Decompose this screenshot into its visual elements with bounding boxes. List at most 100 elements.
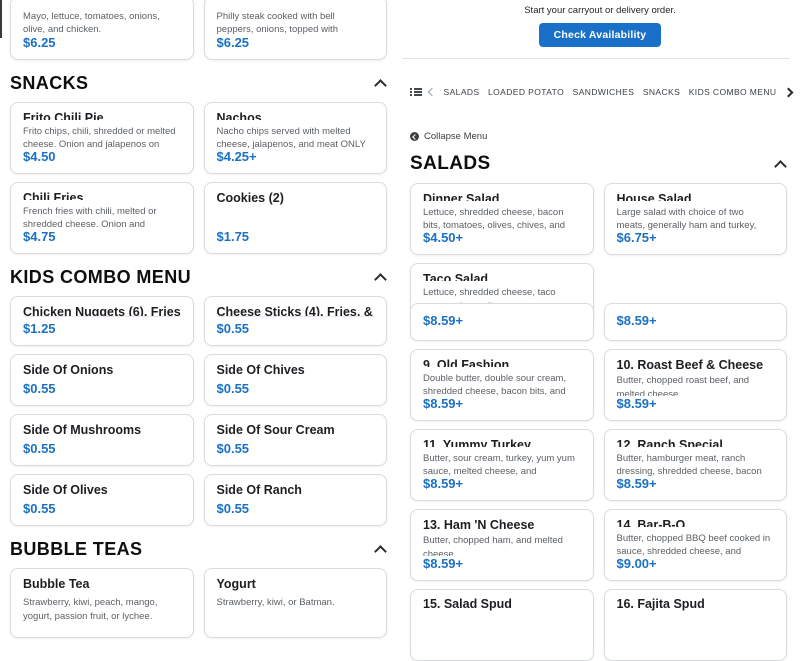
item-price: $0.55 <box>216 501 250 516</box>
item-price: $0.55 <box>216 321 250 336</box>
item-price: $4.75 <box>23 229 56 244</box>
menu-list-icon[interactable] <box>410 88 422 97</box>
menu-item-card[interactable]: Chicken Nuggets (6), Fries, &... $1.25 <box>10 296 194 346</box>
section-title: SALADS <box>410 153 491 174</box>
menu-item-card[interactable]: Mayo, lettuce, tomatoes, onions, olive, … <box>10 0 194 60</box>
menu-item-card[interactable]: 9. Old Fashion Double butter, double sou… <box>410 349 594 421</box>
nav-left-controls <box>410 87 437 97</box>
nav-tab-sandwiches[interactable]: SANDWICHES <box>572 87 635 97</box>
menu-item-card[interactable]: Philly steak cooked with bell peppers, o… <box>203 0 387 60</box>
menu-item-card[interactable]: 13. Ham 'N Cheese Butter, chopped ham, a… <box>410 509 594 581</box>
scrollbar-thumb[interactable] <box>0 0 2 38</box>
menu-item-card[interactable]: Side Of Olives $0.55 <box>10 474 194 526</box>
item-price: $0.55 <box>23 441 56 456</box>
item-price: $6.75+ <box>616 230 657 245</box>
menu-item-card[interactable]: Yogurt Strawberry, kiwi, or Batman. <box>203 568 387 638</box>
section-header-bubble-teas: BUBBLE TEAS <box>10 539 387 560</box>
menu-item-card-price-only[interactable]: $8.59+ <box>410 303 594 341</box>
item-price: $8.59+ <box>423 313 464 328</box>
item-title: 15. Salad Spud <box>423 597 512 611</box>
item-title: Dinner Salad <box>423 192 500 201</box>
section-header-kids-combo: KIDS COMBO MENU <box>10 267 387 288</box>
menu-item-card[interactable]: Side Of Sour Cream $0.55 <box>203 414 387 466</box>
menu-item-card[interactable]: 10. Roast Beef & Cheese Butter, chopped … <box>603 349 787 421</box>
menu-item-card[interactable]: 11. Yummy Turkey Butter, sour cream, tur… <box>410 429 594 501</box>
item-title: Side Of Mushrooms <box>23 423 142 437</box>
item-description: Strawberry, kiwi, peach, mango, yogurt, … <box>23 597 158 622</box>
item-title: 10. Roast Beef & Cheese <box>616 358 764 370</box>
item-title: 12. Ranch Special <box>616 438 723 447</box>
divider <box>402 58 790 59</box>
collapse-menu-toggle[interactable]: Collapse Menu <box>410 131 800 142</box>
nav-tab-salads[interactable]: SALADS <box>443 87 480 97</box>
item-price: $8.59+ <box>423 556 464 571</box>
menu-item-card[interactable]: Side Of Onions $0.55 <box>10 354 194 406</box>
item-title: 11. Yummy Turkey <box>423 438 531 447</box>
menu-item-card[interactable]: Frito Chili Pie Frito chips, chili, shre… <box>10 102 194 174</box>
item-price: $0.55 <box>216 441 250 456</box>
salads-overlap-row: Taco Salad Lettuce, shredded cheese, tac… <box>410 263 787 341</box>
chevron-up-icon[interactable] <box>374 273 387 286</box>
item-title: Chili Fries <box>23 191 84 200</box>
nav-tab-kids-combo-menu[interactable]: KIDS COMBO MENU <box>688 87 777 97</box>
item-title: Cheese Sticks (4), Fries, & Apple... <box>216 305 374 317</box>
item-price: $0.55 <box>23 381 56 396</box>
menu-item-card-price-only[interactable]: $8.59+ <box>603 303 787 341</box>
menu-item-card[interactable]: Nachos Nacho chips served with melted ch… <box>203 102 387 174</box>
section-header-snacks: SNACKS <box>10 73 387 94</box>
nav-tab-snacks[interactable]: SNACKS <box>642 87 681 97</box>
sandwiches-partial-row: Mayo, lettuce, tomatoes, onions, olive, … <box>10 0 387 60</box>
chevron-up-icon[interactable] <box>374 545 387 558</box>
item-price: $1.75 <box>216 229 250 244</box>
nav-prev-icon[interactable] <box>427 87 437 97</box>
item-price: $4.50 <box>23 149 56 164</box>
kids-combo-row: Side Of Olives $0.55 Side Of Ranch $0.55 <box>10 474 387 526</box>
item-price: $4.50+ <box>423 230 464 245</box>
collapse-menu-label: Collapse Menu <box>424 131 488 142</box>
overlap-cell: $8.59+ <box>603 263 787 341</box>
item-description: Nacho chips served with melted cheese, j… <box>216 125 366 149</box>
menu-item-card[interactable]: Cookies (2) $1.75 <box>203 182 387 254</box>
chevron-up-icon[interactable] <box>774 159 787 173</box>
overlap-cell: Taco Salad Lettuce, shredded cheese, tac… <box>410 263 594 341</box>
item-title: House Salad <box>616 192 692 201</box>
menu-item-card[interactable]: Side Of Ranch $0.55 <box>203 474 387 526</box>
menu-item-card[interactable]: Bubble Tea Strawberry, kiwi, peach, mang… <box>10 568 194 638</box>
kids-combo-row: Side Of Onions $0.55 Side Of Chives $0.5… <box>10 354 387 406</box>
menu-item-card[interactable]: Side Of Chives $0.55 <box>203 354 387 406</box>
item-description: Butter, chopped roast beef, and melted c… <box>616 375 750 396</box>
salads-row: 11. Yummy Turkey Butter, sour cream, tur… <box>410 429 787 501</box>
nav-tab-loaded-potato[interactable]: LOADED POTATO <box>488 87 565 97</box>
menu-item-card[interactable]: House Salad Large salad with choice of t… <box>603 183 787 255</box>
item-description: Mayo, lettuce, tomatoes, onions, olive, … <box>23 11 160 35</box>
order-prompt-text: Start your carryout or delivery order. <box>524 5 676 16</box>
menu-item-card[interactable]: Cheese Sticks (4), Fries, & Apple... $0.… <box>203 296 387 346</box>
salads-row: 9. Old Fashion Double butter, double sou… <box>410 349 787 421</box>
bubble-teas-row: Bubble Tea Strawberry, kiwi, peach, mang… <box>10 568 387 638</box>
menu-item-card[interactable]: Side Of Mushrooms $0.55 <box>10 414 194 466</box>
menu-category-nav: SALADS LOADED POTATO SANDWICHES SNACKS K… <box>410 84 794 100</box>
menu-item-card[interactable]: Dinner Salad Lettuce, shredded cheese, b… <box>410 183 594 255</box>
item-title: Yogurt <box>216 577 256 591</box>
item-title: 16. Fajita Spud <box>616 597 705 611</box>
check-availability-button[interactable]: Check Availability <box>538 23 662 47</box>
item-description: Butter, sour cream, turkey, yum yum sauc… <box>423 452 575 476</box>
chevron-up-icon[interactable] <box>374 79 387 92</box>
item-description: Lettuce, shredded cheese, bacon bits, to… <box>423 206 566 230</box>
collapse-circle-icon <box>410 132 419 141</box>
nav-next-icon[interactable] <box>783 87 794 97</box>
menu-item-card[interactable]: Chili Fries French fries with chili, mel… <box>10 182 194 254</box>
snacks-row: Chili Fries French fries with chili, mel… <box>10 182 387 254</box>
item-description: Butter, chopped BBQ beef cooked in sauce… <box>616 532 771 556</box>
item-title: 13. Ham 'N Cheese <box>423 518 535 530</box>
menu-item-card[interactable]: 14. Bar-B-Q Butter, chopped BBQ beef coo… <box>603 509 787 581</box>
item-title: Chicken Nuggets (6), Fries, &... <box>23 305 181 317</box>
item-title: Side Of Ranch <box>216 483 302 497</box>
item-description: Philly steak cooked with bell peppers, o… <box>216 11 338 35</box>
item-price: $6.25 <box>23 35 56 50</box>
menu-item-card[interactable]: 12. Ranch Special Butter, hamburger meat… <box>603 429 787 501</box>
order-panel-column: Start your carryout or delivery order. C… <box>400 0 800 661</box>
item-title: Taco Salad <box>423 272 489 282</box>
section-title: BUBBLE TEAS <box>10 539 143 559</box>
item-title: Cookies (2) <box>216 191 284 205</box>
